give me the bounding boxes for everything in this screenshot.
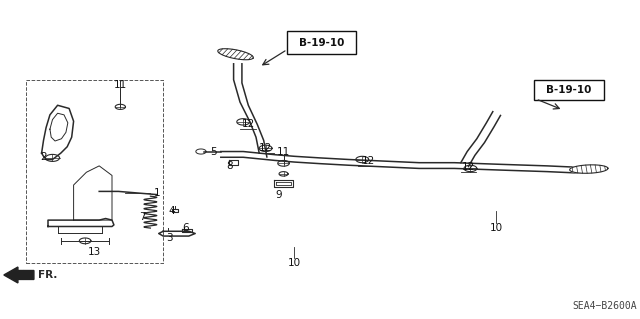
Text: SEA4−B2600A: SEA4−B2600A <box>572 301 637 311</box>
Text: 13: 13 <box>88 247 101 257</box>
Bar <box>26 80 163 263</box>
Text: 11: 11 <box>277 146 290 157</box>
Text: 12: 12 <box>362 156 374 166</box>
Text: 12: 12 <box>242 119 255 130</box>
Text: 3: 3 <box>166 233 173 243</box>
Text: 2: 2 <box>40 152 47 162</box>
Text: 10: 10 <box>288 258 301 268</box>
Bar <box>287 31 356 54</box>
Text: B-19-10: B-19-10 <box>547 85 591 95</box>
Text: 6: 6 <box>182 223 189 233</box>
Polygon shape <box>4 267 34 283</box>
Text: 12: 12 <box>259 143 272 153</box>
Text: 5: 5 <box>211 146 217 157</box>
Text: 11: 11 <box>114 79 127 90</box>
Polygon shape <box>570 165 608 173</box>
Text: 8: 8 <box>226 161 232 171</box>
Text: 7: 7 <box>139 212 145 222</box>
Text: B-19-10: B-19-10 <box>299 38 344 48</box>
Text: 1: 1 <box>154 188 160 198</box>
Text: 4: 4 <box>168 205 175 216</box>
Text: 12: 12 <box>462 162 475 173</box>
Text: 10: 10 <box>490 223 502 233</box>
Polygon shape <box>218 49 253 60</box>
Bar <box>534 80 604 100</box>
Text: 9: 9 <box>275 189 282 200</box>
Text: FR.: FR. <box>38 270 58 280</box>
